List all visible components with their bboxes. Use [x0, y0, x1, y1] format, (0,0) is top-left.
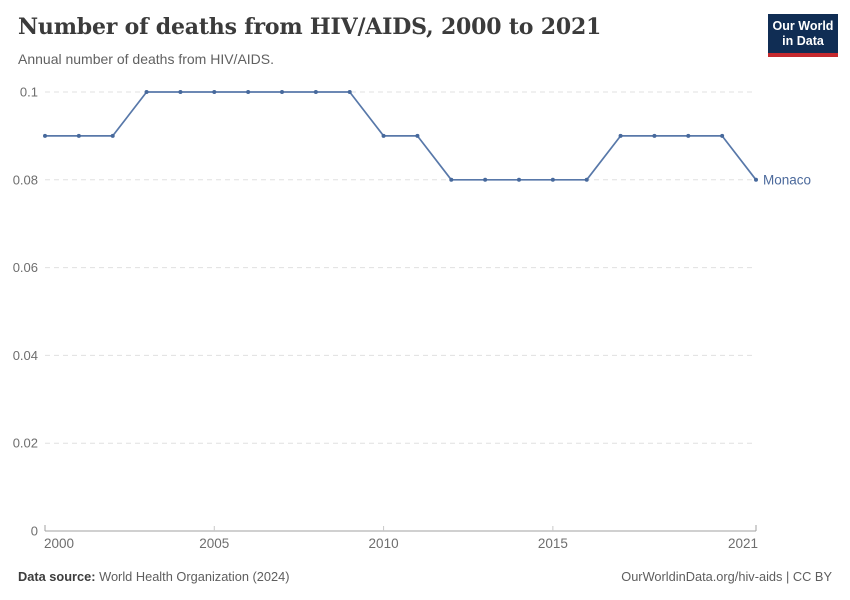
x-tick-label: 2010 [369, 536, 399, 551]
data-point [280, 90, 284, 94]
chart-subtitle: Annual number of deaths from HIV/AIDS. [18, 51, 275, 67]
x-tick-label: 2015 [538, 536, 568, 551]
data-point [517, 177, 521, 182]
data-point [43, 133, 47, 138]
data-source-label: Data source: [18, 569, 96, 584]
data-point [313, 90, 318, 94]
y-tick-label: 0.1 [20, 85, 38, 100]
data-point [483, 177, 488, 182]
data-point [110, 133, 115, 138]
data-point [652, 133, 657, 138]
series-line [44, 91, 757, 181]
chart-title: Number of deaths from HIV/AIDS, 2000 to … [18, 14, 602, 40]
data-point [584, 177, 589, 182]
data-point [381, 133, 386, 138]
data-point [212, 90, 217, 94]
data-point [144, 90, 149, 94]
data-point [618, 133, 623, 138]
data-point [76, 133, 81, 138]
y-tick-label: 0.04 [13, 348, 38, 363]
data-point [754, 177, 758, 182]
data-point [550, 177, 555, 182]
series-end-label[interactable]: Monaco [763, 172, 811, 187]
data-point [178, 90, 183, 94]
attribution-link[interactable]: OurWorldinData.org/hiv-aids | CC BY [621, 569, 832, 584]
data-point [686, 133, 691, 138]
data-point [347, 90, 352, 94]
owid-logo-line2: in Data [782, 34, 824, 48]
x-tick-label: 2005 [199, 536, 229, 551]
y-tick-label: 0 [31, 524, 38, 539]
owid-logo-line1: Our World [772, 19, 834, 33]
y-tick-label: 0.06 [13, 260, 38, 275]
data-source-note: Data source: World Health Organization (… [18, 569, 290, 584]
data-point [246, 90, 251, 94]
data-source-value: World Health Organization (2024) [99, 569, 290, 584]
data-point [449, 177, 454, 182]
y-tick-label: 0.08 [13, 172, 38, 187]
data-point [720, 133, 725, 138]
x-tick-label: 2021 [728, 536, 758, 551]
owid-logo[interactable]: Our World in Data [768, 14, 838, 57]
data-point [415, 133, 420, 138]
x-tick-label: 2000 [44, 536, 74, 551]
y-tick-label: 0.02 [13, 436, 38, 451]
